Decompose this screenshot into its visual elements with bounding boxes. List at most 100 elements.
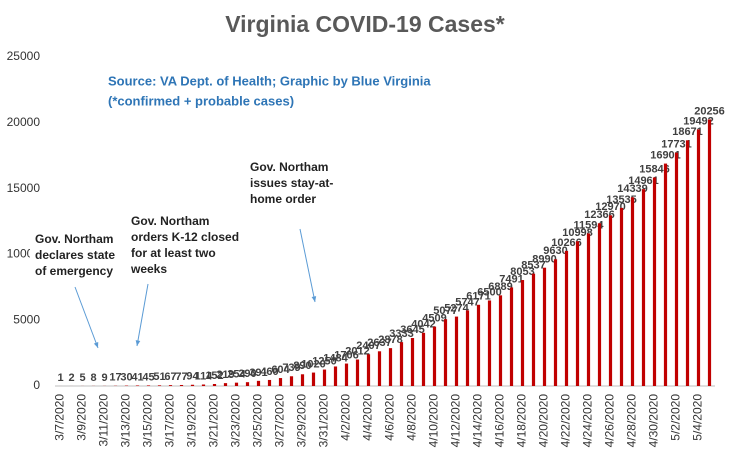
bar bbox=[289, 376, 294, 386]
data-label: 17731 bbox=[661, 139, 692, 151]
data-label: 219 bbox=[216, 369, 234, 381]
bar bbox=[619, 207, 624, 386]
subtitle: (*confirmed + probable cases) bbox=[108, 93, 294, 108]
data-label: 2407 bbox=[356, 340, 380, 352]
annotation-arrowhead bbox=[135, 340, 141, 346]
data-label: 152 bbox=[205, 370, 223, 382]
bar bbox=[553, 259, 558, 386]
bar bbox=[498, 295, 503, 386]
bar bbox=[542, 267, 547, 386]
x-tick-label: 3/7/2020 bbox=[53, 394, 67, 441]
bar bbox=[201, 384, 206, 386]
x-tick-label: 4/28/2020 bbox=[625, 394, 639, 448]
data-label: 2637 bbox=[367, 337, 391, 349]
bar bbox=[146, 385, 151, 386]
data-label: 5077 bbox=[433, 305, 457, 317]
data-label: 11594 bbox=[574, 219, 605, 231]
bar bbox=[399, 342, 404, 386]
x-tick-label: 4/16/2020 bbox=[493, 394, 507, 448]
data-label: 391 bbox=[249, 367, 267, 379]
bar bbox=[443, 319, 448, 386]
bar bbox=[333, 366, 338, 386]
data-label: 5274 bbox=[444, 303, 469, 315]
bar bbox=[388, 348, 393, 386]
data-label: 12970 bbox=[595, 201, 626, 213]
annotation: orders K-12 closed bbox=[131, 230, 239, 244]
x-tick-label: 3/17/2020 bbox=[163, 394, 177, 448]
annotation-arrow bbox=[299, 228, 316, 303]
annotation-box bbox=[245, 156, 340, 208]
data-label: 739 bbox=[282, 362, 300, 374]
bar bbox=[234, 382, 239, 386]
x-tick-label: 3/23/2020 bbox=[229, 394, 243, 448]
bar bbox=[630, 197, 635, 386]
data-label: 3333 bbox=[389, 328, 413, 340]
bar bbox=[465, 310, 470, 386]
x-tick-label: 4/6/2020 bbox=[383, 394, 397, 441]
bar bbox=[168, 385, 173, 386]
bar bbox=[410, 338, 415, 386]
bar bbox=[487, 300, 492, 386]
bar bbox=[377, 351, 382, 386]
data-label: 67 bbox=[164, 371, 176, 383]
data-label: 14961 bbox=[628, 175, 659, 187]
x-tick-label: 3/27/2020 bbox=[273, 394, 287, 448]
annotation: Gov. Northam bbox=[131, 214, 209, 228]
bar bbox=[608, 215, 613, 386]
data-label: 30 bbox=[120, 372, 132, 384]
data-label: 1020 bbox=[301, 358, 325, 370]
data-label: 10266 bbox=[551, 237, 582, 249]
data-label: 51 bbox=[153, 371, 165, 383]
data-label: 18671 bbox=[672, 126, 703, 138]
data-label: 41 bbox=[131, 371, 143, 383]
data-label: 14339 bbox=[617, 183, 648, 195]
x-tick-label: 4/12/2020 bbox=[449, 394, 463, 448]
bar bbox=[256, 380, 261, 386]
x-tick-label: 3/15/2020 bbox=[141, 394, 155, 448]
data-label: 254 bbox=[227, 369, 246, 381]
y-tick-label: 25000 bbox=[7, 49, 41, 63]
bar bbox=[652, 177, 657, 386]
annotation: declares state bbox=[35, 248, 115, 262]
x-tick-label: 3/21/2020 bbox=[207, 394, 221, 448]
x-tick-label: 3/31/2020 bbox=[317, 394, 331, 448]
x-tick-label: 4/30/2020 bbox=[647, 394, 661, 448]
bar bbox=[344, 363, 349, 386]
annotation: home order bbox=[250, 192, 316, 206]
annotation-arrowhead bbox=[311, 296, 317, 302]
bar bbox=[322, 369, 327, 386]
data-label: 5 bbox=[79, 372, 85, 384]
bar bbox=[685, 140, 690, 386]
bar bbox=[531, 273, 536, 386]
bar bbox=[278, 378, 283, 386]
y-tick-label: 15000 bbox=[7, 181, 41, 195]
bar bbox=[366, 354, 371, 386]
x-tick-label: 3/13/2020 bbox=[119, 394, 133, 448]
x-tick-label: 3/25/2020 bbox=[251, 394, 265, 448]
x-tick-label: 4/26/2020 bbox=[603, 394, 617, 448]
x-tick-label: 3/29/2020 bbox=[295, 394, 309, 448]
data-label: 6889 bbox=[488, 281, 512, 293]
bar bbox=[509, 287, 514, 386]
data-label: 10998 bbox=[562, 227, 593, 239]
annotation: Gov. Northam bbox=[35, 232, 113, 246]
bar bbox=[641, 189, 646, 386]
chart-title: Virginia COVID-19 Cases* bbox=[225, 11, 505, 37]
bar bbox=[223, 383, 228, 386]
data-label: 4042 bbox=[411, 319, 435, 331]
data-label: 604 bbox=[271, 364, 290, 376]
data-label: 2878 bbox=[378, 334, 402, 346]
bar bbox=[520, 280, 525, 386]
data-label: 12366 bbox=[584, 209, 615, 221]
data-label: 13535 bbox=[606, 194, 637, 206]
bar bbox=[586, 233, 591, 386]
x-tick-label: 4/14/2020 bbox=[471, 394, 485, 448]
y-tick-label: 0 bbox=[33, 378, 40, 392]
bar bbox=[212, 383, 217, 386]
data-label: 1250 bbox=[312, 355, 336, 367]
data-label: 8053 bbox=[510, 266, 534, 278]
subtitle: Source: VA Dept. of Health; Graphic by B… bbox=[108, 73, 431, 88]
annotation-arrow bbox=[136, 283, 149, 347]
x-tick-label: 4/8/2020 bbox=[405, 394, 419, 441]
bar bbox=[157, 385, 162, 386]
